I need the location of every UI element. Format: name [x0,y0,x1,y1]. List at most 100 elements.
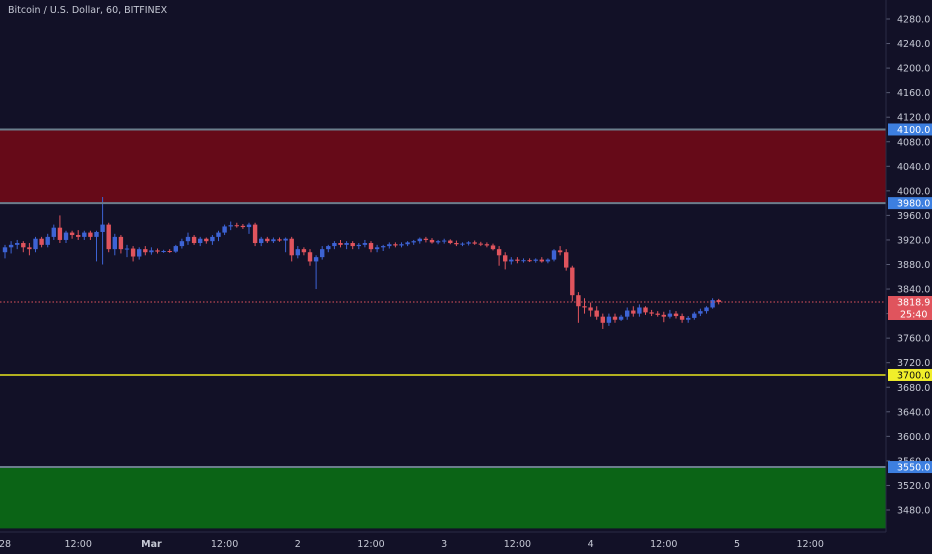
time-tick-label: 12:00 [65,539,92,550]
candle-body [173,246,178,252]
candle-body [21,243,26,248]
candle-body [503,255,508,262]
candle-body [612,316,618,320]
candle-body [106,224,111,250]
candle-body [417,238,422,242]
candle-body [82,232,87,237]
candle-body [301,249,307,253]
candle-body [362,243,368,245]
candle-body [527,260,532,262]
candle-body [185,236,191,242]
candle-body [643,307,648,313]
candle-body [490,245,496,250]
price-tick-label: 4080.0 [897,137,930,148]
candle-body [265,238,270,242]
levels-layer: 4100.0 3980.0 3700.0 3550.0 3818.925:40 [0,123,932,474]
candle-body [429,239,435,243]
candle-body [198,238,203,244]
price-tick-label: 3840.0 [897,285,930,296]
candle-body [618,316,624,320]
price-tick-label: 3720.0 [897,358,930,369]
candle-body [179,241,185,247]
support-zone [0,467,886,529]
chart-title: Bitcoin / U.S. Dollar, 60, BITFINEX [8,5,168,16]
candle-body [698,311,703,314]
time-tick-label: 4 [588,539,594,550]
candle-body [338,243,343,245]
candle-body [472,242,477,244]
level-label: 3550.0 [897,463,930,474]
time-tick-label: 12:00 [504,539,531,550]
price-tick-label: 3520.0 [897,481,930,492]
time-tick-label: 12:00 [357,539,384,550]
candle-body [33,238,38,250]
candle-body [283,238,288,241]
candle-body [454,243,459,245]
price-tick-label: 3480.0 [897,506,930,517]
level-label-box [888,197,932,210]
candle-body [2,247,8,253]
candle-body [460,243,465,245]
candle-body [649,312,654,314]
candle-body [539,259,544,262]
price-tick-label: 4120.0 [897,113,930,124]
candle-body [167,250,172,252]
candles-layer [2,196,721,329]
candle-body [326,246,331,250]
current-price-label: 3818.9 [897,298,930,309]
candle-body [350,243,355,247]
candle-body [521,260,526,262]
current-price-box [888,296,932,321]
candle-body [533,259,538,261]
time-tick-label: 2 [295,539,301,550]
candle-body [271,239,276,242]
candle-body [118,236,124,250]
price-tick-label: 3960.0 [897,211,930,222]
candle-body [8,244,14,248]
candle-body [57,227,63,240]
candle-body [112,236,117,250]
price-tick-label: 3880.0 [897,260,930,271]
candle-body [69,232,75,236]
candle-body [606,316,612,323]
candle-body [143,249,148,253]
level-label: 3700.0 [897,370,930,381]
candle-body [588,307,593,311]
candle-body [631,310,636,314]
candle-body [564,252,569,268]
price-tick-label: 3680.0 [897,383,930,394]
candle-body [637,307,642,314]
candle-body [240,225,246,228]
candle-body [39,238,44,245]
price-tick-label: 3760.0 [897,334,930,345]
candle-body [625,310,630,317]
candle-body [191,236,197,244]
candle-body [76,235,81,237]
candle-body [368,243,374,250]
candle-body [356,244,361,247]
candle-body [332,243,337,247]
candle-body [45,236,50,245]
candle-body [557,250,563,253]
candle-body [442,240,447,242]
candle-body [234,225,239,227]
candle-body [51,227,56,237]
price-tick-label: 4000.0 [897,186,930,197]
price-tick-label: 4160.0 [897,88,930,99]
candle-body [570,267,575,296]
time-tick-label: 5 [734,539,740,550]
time-tick-label: Mar [141,539,162,550]
candle-body [289,238,294,256]
candle-body [27,247,32,250]
level-label-box [888,368,932,381]
candle-body [435,241,441,243]
zones-layer [0,129,886,529]
level-label-box [888,461,932,474]
candle-body [673,313,679,317]
candle-body [149,250,154,253]
time-axis[interactable]: 28 12:00 Mar 12:00 2 12:00 3 12:00 4 12:00 5 12:00 [0,539,824,550]
candle-body [88,232,93,237]
